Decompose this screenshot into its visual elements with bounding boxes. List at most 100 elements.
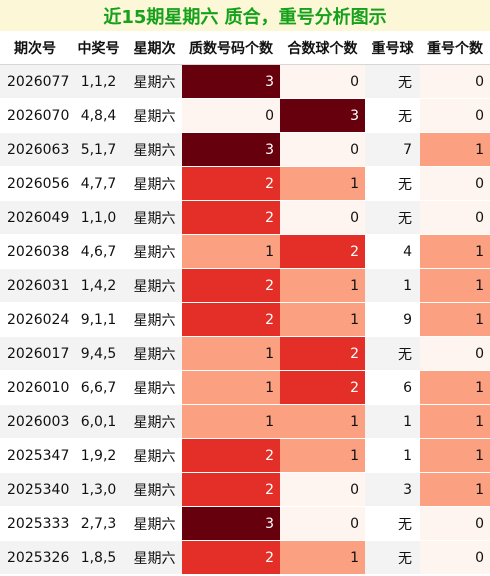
- cell-draw: 2,7,3: [70, 506, 127, 541]
- cell-issue: 2025340: [0, 472, 70, 507]
- cell-day: 星期六: [127, 98, 182, 133]
- cell-repeat-count: 0: [420, 64, 490, 99]
- analysis-table: 期次号 中奖号 星期次 质数号码个数 合数球个数 重号球 重号个数 202607…: [0, 31, 490, 575]
- cell-repeat-ball: 7: [365, 132, 420, 167]
- table-row: 2026038 4,6,7 星期六 1 2 4 1: [0, 234, 490, 269]
- cell-draw: 1,3,0: [70, 472, 127, 507]
- cell-repeat-count: 0: [420, 336, 490, 371]
- cell-issue: 2026070: [0, 98, 70, 133]
- cell-draw: 4,8,4: [70, 98, 127, 133]
- table-row: 2026003 6,0,1 星期六 1 1 1 1: [0, 404, 490, 439]
- cell-day: 星期六: [127, 540, 182, 575]
- table-row: 2026070 4,8,4 星期六 0 3 无 0: [0, 98, 490, 133]
- cell-composite-count: 2: [280, 336, 365, 371]
- cell-prime-count: 2: [182, 200, 280, 235]
- cell-prime-count: 2: [182, 268, 280, 303]
- cell-repeat-ball: 1: [365, 438, 420, 473]
- header-day: 星期次: [127, 31, 182, 65]
- cell-composite-count: 2: [280, 234, 365, 269]
- cell-repeat-ball: 1: [365, 268, 420, 303]
- cell-repeat-ball: 无: [365, 336, 420, 371]
- cell-issue: 2026003: [0, 404, 70, 439]
- table-row: 2026049 1,1,0 星期六 2 0 无 0: [0, 200, 490, 235]
- cell-repeat-count: 1: [420, 438, 490, 473]
- cell-day: 星期六: [127, 472, 182, 507]
- cell-day: 星期六: [127, 234, 182, 269]
- cell-issue: 2025333: [0, 506, 70, 541]
- cell-composite-count: 0: [280, 132, 365, 167]
- cell-draw: 9,1,1: [70, 302, 127, 337]
- cell-prime-count: 3: [182, 506, 280, 541]
- cell-repeat-count: 1: [420, 302, 490, 337]
- table-row: 2025333 2,7,3 星期六 3 0 无 0: [0, 506, 490, 541]
- cell-draw: 1,1,2: [70, 64, 127, 99]
- cell-issue: 2026024: [0, 302, 70, 337]
- cell-repeat-ball: 无: [365, 64, 420, 99]
- cell-issue: 2026063: [0, 132, 70, 167]
- cell-draw: 6,0,1: [70, 404, 127, 439]
- cell-prime-count: 3: [182, 132, 280, 167]
- cell-day: 星期六: [127, 200, 182, 235]
- header-repeat-count: 重号个数: [420, 31, 490, 65]
- cell-repeat-ball: 4: [365, 234, 420, 269]
- header-prime-count: 质数号码个数: [182, 31, 280, 65]
- cell-repeat-ball: 9: [365, 302, 420, 337]
- cell-repeat-count: 0: [420, 540, 490, 575]
- table-row: 2025340 1,3,0 星期六 2 0 3 1: [0, 472, 490, 507]
- cell-issue: 2026017: [0, 336, 70, 371]
- table-row: 2026024 9,1,1 星期六 2 1 9 1: [0, 302, 490, 337]
- cell-composite-count: 2: [280, 370, 365, 405]
- cell-draw: 4,6,7: [70, 234, 127, 269]
- cell-repeat-count: 1: [420, 472, 490, 507]
- cell-issue: 2026049: [0, 200, 70, 235]
- cell-issue: 2025347: [0, 438, 70, 473]
- table-row: 2026077 1,1,2 星期六 3 0 无 0: [0, 64, 490, 99]
- cell-draw: 1,8,5: [70, 540, 127, 575]
- cell-prime-count: 0: [182, 98, 280, 133]
- cell-composite-count: 0: [280, 506, 365, 541]
- cell-day: 星期六: [127, 336, 182, 371]
- cell-day: 星期六: [127, 302, 182, 337]
- cell-prime-count: 1: [182, 370, 280, 405]
- header-draw: 中奖号: [70, 31, 127, 65]
- cell-composite-count: 1: [280, 404, 365, 439]
- cell-day: 星期六: [127, 438, 182, 473]
- cell-prime-count: 2: [182, 472, 280, 507]
- cell-repeat-count: 0: [420, 98, 490, 133]
- cell-repeat-ball: 1: [365, 404, 420, 439]
- cell-repeat-count: 0: [420, 200, 490, 235]
- header-repeat-ball: 重号球: [365, 31, 420, 65]
- cell-composite-count: 1: [280, 166, 365, 201]
- cell-prime-count: 2: [182, 438, 280, 473]
- cell-issue: 2026038: [0, 234, 70, 269]
- cell-day: 星期六: [127, 132, 182, 167]
- cell-composite-count: 3: [280, 98, 365, 133]
- cell-prime-count: 2: [182, 166, 280, 201]
- cell-day: 星期六: [127, 506, 182, 541]
- cell-composite-count: 1: [280, 268, 365, 303]
- cell-composite-count: 1: [280, 540, 365, 575]
- cell-repeat-ball: 6: [365, 370, 420, 405]
- cell-composite-count: 0: [280, 200, 365, 235]
- cell-issue: 2025326: [0, 540, 70, 575]
- table-row: 2026010 6,6,7 星期六 1 2 6 1: [0, 370, 490, 405]
- table-row: 2026056 4,7,7 星期六 2 1 无 0: [0, 166, 490, 201]
- cell-issue: 2026077: [0, 64, 70, 99]
- cell-repeat-count: 1: [420, 132, 490, 167]
- header-row: 期次号 中奖号 星期次 质数号码个数 合数球个数 重号球 重号个数: [0, 31, 490, 65]
- cell-issue: 2026031: [0, 268, 70, 303]
- cell-repeat-count: 1: [420, 404, 490, 439]
- cell-draw: 4,7,7: [70, 166, 127, 201]
- table-row: 2026017 9,4,5 星期六 1 2 无 0: [0, 336, 490, 371]
- cell-repeat-ball: 无: [365, 540, 420, 575]
- cell-composite-count: 1: [280, 302, 365, 337]
- cell-repeat-count: 0: [420, 166, 490, 201]
- table-row: 2025347 1,9,2 星期六 2 1 1 1: [0, 438, 490, 473]
- cell-repeat-ball: 无: [365, 166, 420, 201]
- header-issue: 期次号: [0, 31, 70, 65]
- page-title: 近15期星期六 质合，重号分析图示: [0, 0, 490, 31]
- header-composite-count: 合数球个数: [280, 31, 365, 65]
- cell-day: 星期六: [127, 166, 182, 201]
- cell-repeat-count: 1: [420, 234, 490, 269]
- cell-repeat-ball: 无: [365, 98, 420, 133]
